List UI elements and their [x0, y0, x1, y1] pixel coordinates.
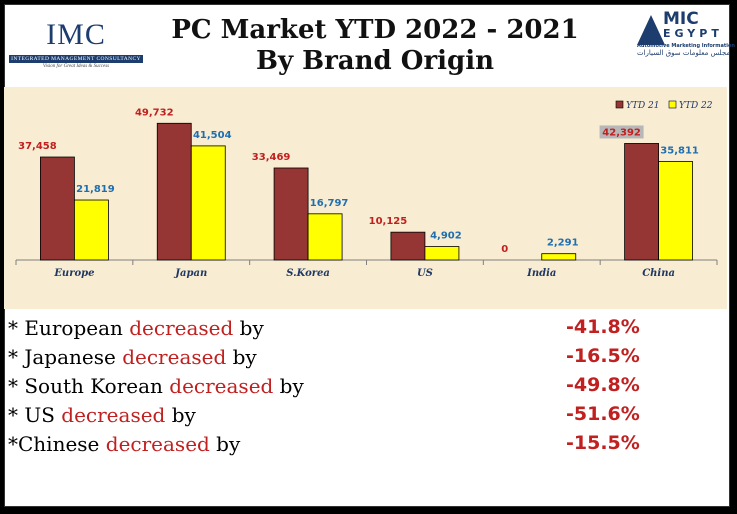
summary-label: * European decreased by	[8, 316, 264, 340]
imc-logo-mark: IMC	[46, 18, 106, 51]
x-tick-label: US	[417, 268, 433, 279]
summary-row-japan: * Japanese decreased by -16.5%	[8, 345, 668, 374]
summary-row-europe: * European decreased by -41.8%	[8, 316, 668, 345]
summary-value: -49.8%	[566, 374, 640, 396]
amic-triangle-icon	[637, 15, 665, 45]
bar-chart-svg: 37,458 21,819 Europe 49,732 41,504 Japan 33,46…	[15, 100, 718, 279]
summary-prefix: * South Korean	[8, 374, 170, 398]
summary-suffix: by	[209, 432, 241, 456]
data-label: 41,504	[193, 130, 232, 141]
amic-logo-subtitle: Automotive Marketing Information Council	[637, 43, 737, 49]
amic-logo-top: MIC	[663, 9, 699, 29]
summary-list: * European decreased by -41.8% * Japanes…	[8, 316, 668, 461]
summary-prefix: * US	[8, 403, 62, 427]
bar-ytd22	[74, 199, 109, 261]
legend-swatch	[668, 100, 677, 109]
bar-ytd21	[390, 231, 426, 261]
bar-ytd21	[624, 143, 659, 261]
data-label: 42,392	[602, 127, 641, 138]
summary-verb: decreased	[61, 403, 166, 427]
summary-verb: decreased	[105, 432, 210, 456]
data-label: 2,291	[547, 238, 579, 249]
bar-ytd21	[40, 156, 75, 261]
summary-suffix: by	[226, 345, 257, 369]
summary-prefix: *Chinese	[8, 432, 106, 456]
summary-label: * US decreased by	[8, 403, 196, 427]
bar-ytd22	[658, 161, 693, 261]
data-label: 21,819	[76, 184, 115, 195]
x-tick-label: Europe	[53, 268, 94, 279]
bar-ytd22	[541, 253, 577, 261]
summary-verb: decreased	[129, 316, 234, 340]
amic-logo: MIC EGYPT Automotive Marketing Informati…	[637, 9, 737, 57]
data-label: 16,797	[310, 198, 349, 209]
summary-suffix: by	[273, 374, 304, 398]
x-tick-label: S.Korea	[286, 268, 330, 279]
bar-ytd22	[190, 145, 226, 261]
data-label: 49,732	[135, 107, 174, 118]
summary-label: *Chinese decreased by	[8, 432, 240, 456]
summary-row-us: * US decreased by -51.6%	[8, 403, 668, 432]
x-tick-label: China	[642, 268, 675, 279]
summary-value: -15.5%	[566, 432, 640, 454]
bar-ytd21	[273, 167, 309, 261]
amic-logo-arabic: مجلس معلومات سوق السيارات	[637, 49, 731, 57]
summary-suffix: by	[165, 403, 196, 427]
legend-swatch	[615, 100, 624, 109]
data-label: 10,125	[369, 216, 408, 227]
data-label: 35,811	[660, 146, 699, 157]
data-label: 37,458	[18, 141, 57, 152]
summary-prefix: * European	[8, 316, 130, 340]
legend-label: YTD 21	[626, 101, 659, 111]
summary-value: -16.5%	[566, 345, 640, 367]
imc-logo-tagline: Vision for Great Ideas & Success	[42, 64, 110, 69]
summary-value: -51.6%	[566, 403, 640, 425]
data-label: 0	[501, 244, 508, 255]
imc-logo-name: INTEGRATED MANAGEMENT CONSULTANCY	[9, 55, 143, 63]
page-title: PC Market YTD 2022 - 2021	[171, 15, 579, 45]
summary-label: * Japanese decreased by	[8, 345, 257, 369]
summary-row-china: *Chinese decreased by -15.5%	[8, 432, 668, 461]
summary-label: * South Korean decreased by	[8, 374, 304, 398]
summary-prefix: * Japanese	[8, 345, 123, 369]
imc-logo: IMC INTEGRATED MANAGEMENT CONSULTANCY Vi…	[9, 19, 143, 69]
summary-value: -41.8%	[566, 316, 640, 338]
page-subtitle: By Brand Origin	[256, 46, 494, 76]
amic-logo-bottom: EGYPT	[663, 27, 723, 40]
data-label: 4,902	[430, 231, 462, 242]
bar-ytd21	[156, 122, 192, 261]
summary-verb: decreased	[122, 345, 227, 369]
bar-ytd22	[307, 213, 343, 261]
summary-verb: decreased	[169, 374, 274, 398]
summary-suffix: by	[233, 316, 264, 340]
x-tick-label: India	[526, 268, 556, 279]
data-label-highlight	[599, 125, 644, 139]
x-tick-label: Japan	[173, 268, 207, 279]
bar-chart: 37,458 21,819 Europe 49,732 41,504 Japan 33,46…	[4, 87, 727, 309]
summary-row-skorea: * South Korean decreased by -49.8%	[8, 374, 668, 403]
data-label: 33,469	[252, 152, 291, 163]
bar-ytd22	[424, 246, 460, 261]
legend-label: YTD 22	[679, 101, 713, 111]
